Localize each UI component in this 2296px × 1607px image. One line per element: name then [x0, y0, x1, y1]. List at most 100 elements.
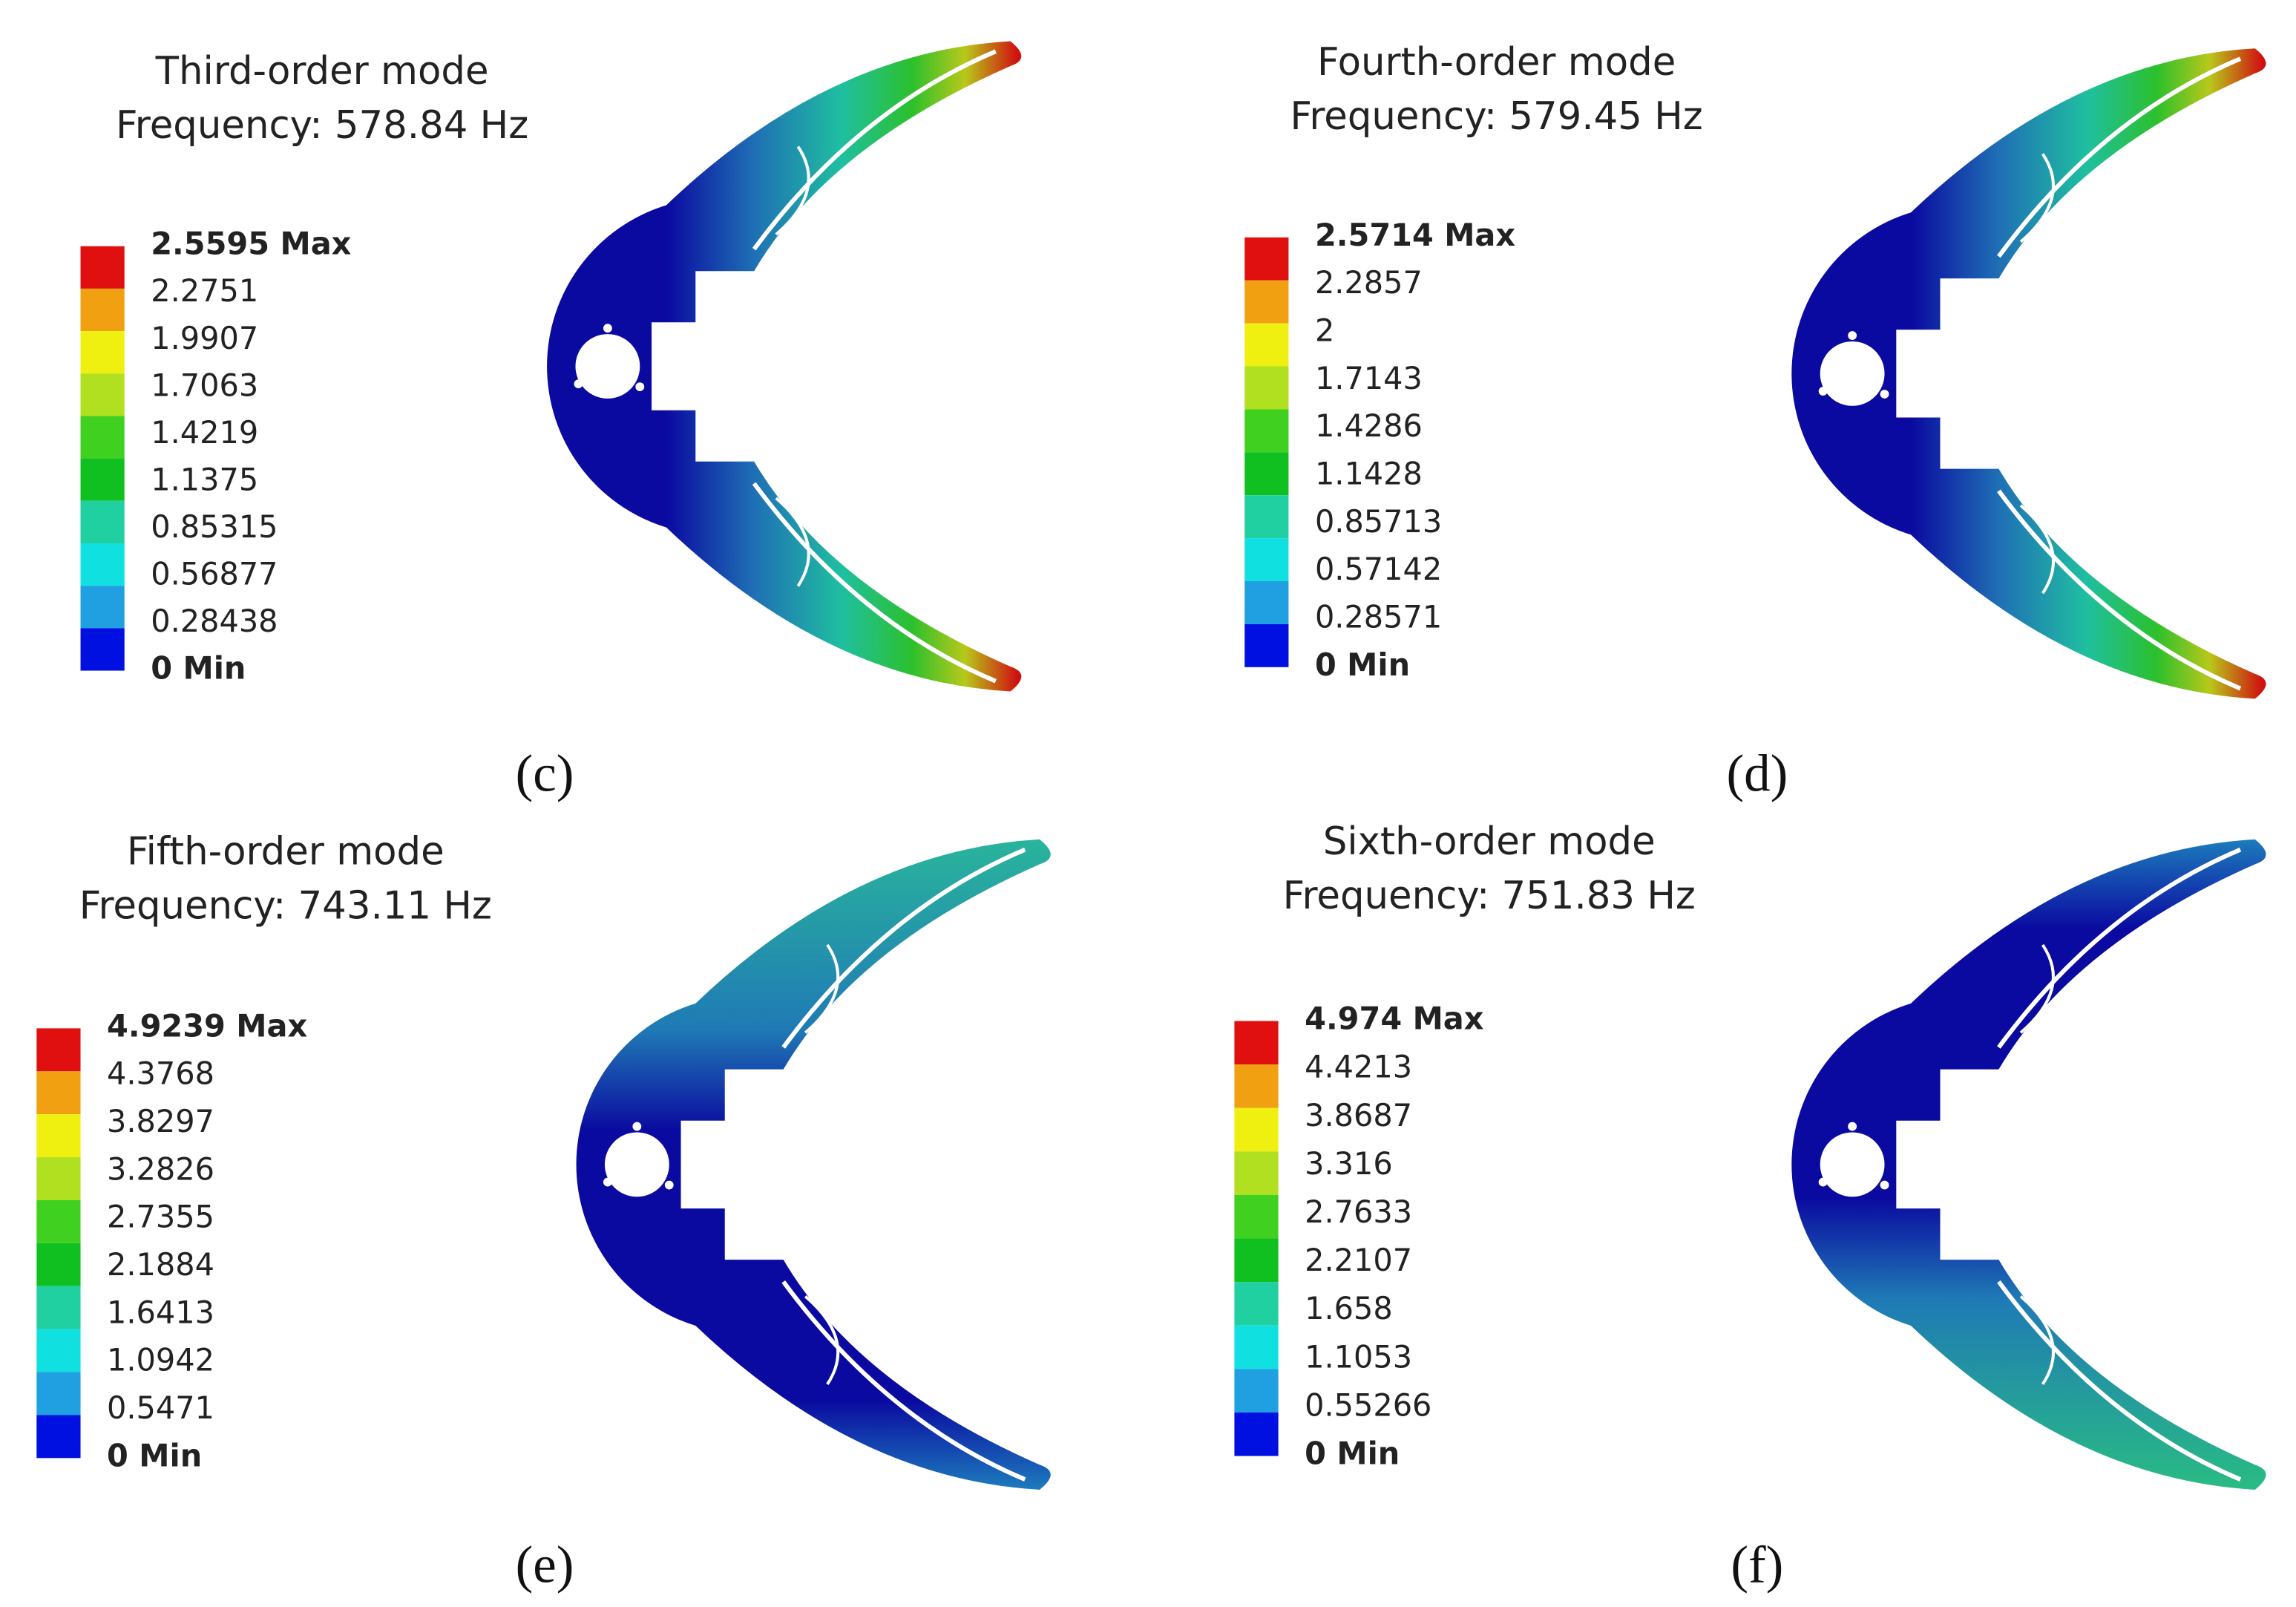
legend-label: 0.57142 — [1315, 552, 1442, 587]
legend-swatch — [80, 628, 125, 671]
part-shape — [1791, 48, 2266, 699]
deformation-plot — [576, 839, 1051, 1490]
legend-swatch — [36, 1157, 81, 1200]
legend-swatch — [36, 1286, 81, 1329]
legend-swatch — [1244, 624, 1289, 667]
legend-swatch — [80, 288, 125, 332]
legend-swatch — [1244, 323, 1289, 367]
legend-swatch — [36, 1199, 81, 1243]
mode-title: Sixth-order mode — [1323, 819, 1656, 864]
deformation-plot — [547, 41, 1022, 692]
legend-label: 2.7633 — [1305, 1194, 1412, 1230]
legend-swatch — [1234, 1238, 1279, 1283]
deformation-plot — [1791, 48, 2266, 699]
legend-swatch — [80, 458, 125, 501]
legend-label: 3.8297 — [107, 1104, 214, 1139]
mode-title: Fourth-order mode — [1317, 40, 1676, 85]
legend-swatch — [80, 416, 125, 459]
part-shape — [576, 839, 1051, 1490]
legend-swatch — [1244, 495, 1289, 539]
legend-swatch — [36, 1114, 81, 1158]
legend-swatch — [1234, 1107, 1279, 1152]
deformation-plot — [1791, 839, 2266, 1490]
legend-swatch — [1244, 237, 1289, 281]
mode-title: Third-order mode — [155, 49, 489, 94]
frequency: Frequency: 751.83 Hz — [1283, 874, 1696, 918]
legend-swatch — [1234, 1282, 1279, 1326]
legend-label: 2.2751 — [151, 273, 258, 309]
legend-label: 2.5595 Max — [151, 226, 351, 262]
legend-swatch — [1234, 1021, 1279, 1065]
legend-label: 0.85713 — [1315, 504, 1442, 540]
legend-label: 0.28438 — [151, 603, 278, 639]
legend-swatch — [36, 1372, 81, 1415]
legend-swatch — [1234, 1325, 1279, 1369]
legend-swatch — [1244, 452, 1289, 496]
legend-swatch — [80, 331, 125, 374]
panel-label: (c) — [516, 745, 574, 803]
frequency: Frequency: 579.45 Hz — [1290, 94, 1703, 139]
legend-label: 1.0942 — [107, 1343, 214, 1378]
panel: Fifth-order mode Frequency: 743.11 Hz 4.92… — [36, 830, 1051, 1594]
legend-swatch — [36, 1329, 81, 1372]
mode-title: Fifth-order mode — [127, 830, 445, 874]
legend-label: 1.7143 — [1315, 361, 1423, 396]
part-shape — [547, 41, 1022, 692]
legend-label: 2.7355 — [107, 1199, 214, 1235]
legend-swatch — [1234, 1064, 1279, 1108]
panel-label: (e) — [516, 1536, 574, 1594]
legend-swatch — [1234, 1369, 1279, 1413]
legend-label: 3.2826 — [107, 1151, 214, 1187]
legend-label: 1.9907 — [151, 321, 258, 356]
legend-swatch — [36, 1028, 81, 1072]
legend-label: 0 Min — [107, 1438, 202, 1473]
legend-swatch — [36, 1415, 81, 1459]
panel-label: (f) — [1731, 1536, 1783, 1594]
legend-swatch — [80, 373, 125, 416]
legend-label: 2 — [1315, 313, 1334, 349]
legend-label: 0.55266 — [1305, 1387, 1431, 1423]
legend-swatch — [80, 543, 125, 586]
legend-label: 0 Min — [1315, 647, 1410, 683]
legend-swatch — [36, 1243, 81, 1286]
legend-swatch — [1244, 280, 1289, 324]
legend-label: 4.9239 Max — [107, 1008, 307, 1044]
legend-label: 0.56877 — [151, 556, 278, 592]
legend-label: 2.5714 Max — [1315, 217, 1515, 253]
panel-label: (d) — [1726, 745, 1788, 803]
legend-label: 0.5471 — [107, 1390, 214, 1426]
legend-swatch — [1244, 581, 1289, 624]
legend-label: 2.2857 — [1315, 265, 1423, 301]
legend-label: 1.1375 — [151, 462, 258, 497]
legend-swatch — [1234, 1194, 1279, 1239]
legend-label: 3.8687 — [1305, 1098, 1412, 1133]
frequency: Frequency: 743.11 Hz — [79, 884, 492, 929]
legend-swatch — [1234, 1151, 1279, 1195]
legend-swatch — [80, 246, 125, 289]
legend-swatch — [80, 586, 125, 629]
legend-label: 1.4286 — [1315, 408, 1423, 444]
legend-label: 4.4213 — [1305, 1050, 1412, 1085]
legend-label: 4.3768 — [107, 1056, 214, 1092]
part-shape — [1791, 839, 2266, 1490]
legend-label: 1.7063 — [151, 367, 258, 403]
legend-swatch — [1234, 1412, 1279, 1456]
legend-swatch — [36, 1071, 81, 1115]
legend-label: 1.658 — [1305, 1291, 1393, 1326]
legend-label: 0 Min — [151, 651, 246, 687]
legend-label: 0.28571 — [1315, 599, 1442, 635]
legend-label: 2.1884 — [107, 1247, 214, 1283]
legend-swatch — [1244, 538, 1289, 582]
legend-swatch — [1244, 366, 1289, 410]
legend-label: 3.316 — [1305, 1146, 1393, 1182]
legend-label: 2.2107 — [1305, 1243, 1412, 1278]
panel: Third-order mode Frequency: 578.84 Hz 2.55… — [80, 41, 1022, 803]
legend-label: 1.4219 — [151, 415, 258, 451]
legend-label: 1.6413 — [107, 1295, 214, 1330]
legend-label: 1.1428 — [1315, 456, 1423, 491]
legend-label: 0.85315 — [151, 509, 278, 545]
legend-swatch — [80, 500, 125, 543]
legend-label: 1.1053 — [1305, 1339, 1412, 1375]
legend-label: 4.974 Max — [1305, 1001, 1484, 1037]
panel: Sixth-order mode Frequency: 751.83 Hz 4.97… — [1234, 819, 2266, 1594]
